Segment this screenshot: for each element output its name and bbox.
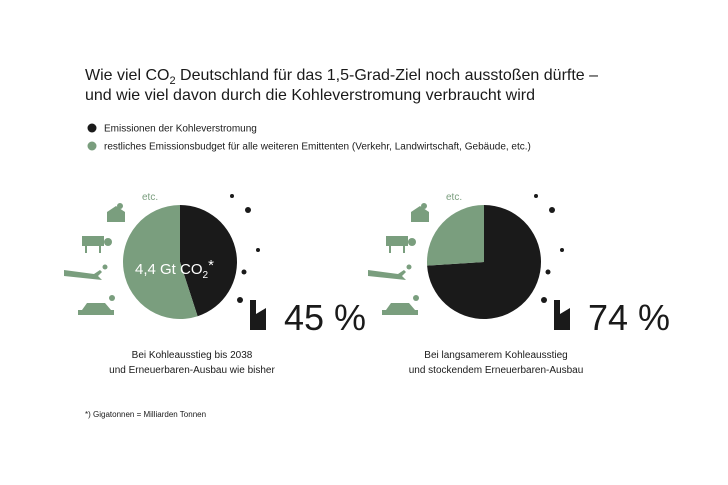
center-label-sub: 2 (203, 270, 209, 281)
icon-house (411, 206, 429, 222)
legend-dot (87, 123, 97, 133)
footnote: *) Gigatonnen = Milliarden Tonnen (85, 410, 206, 419)
pie-slice (427, 205, 542, 319)
decor-dot (109, 295, 115, 301)
title: Wie viel CO2 Deutschland für das 1,5-Gra… (85, 67, 598, 87)
center-label-text: 4,4 Gt CO (135, 261, 203, 278)
legend-dot (87, 141, 97, 151)
decor-dot (560, 248, 564, 252)
icon-plant (250, 300, 266, 330)
title-line2: und wie viel davon durch die Kohleverstr… (85, 87, 535, 104)
decor-dot (104, 238, 112, 246)
decor-dot (256, 248, 260, 252)
decor-dot (406, 264, 412, 270)
decor-dot (245, 207, 251, 213)
center-label-star: * (208, 257, 214, 274)
pie-slice (427, 205, 484, 266)
legend: Emissionen der Kohleverstromung restliche… (87, 123, 531, 153)
icon-note: etc. (446, 192, 462, 203)
icon-plant (554, 300, 570, 330)
decor-dot (102, 264, 108, 270)
pie-chart: 74 % etc. Bei langsamerem Kohleausstieg und… (368, 192, 670, 376)
decor-dot (241, 269, 247, 275)
icon-cow (82, 236, 104, 253)
caption: und stockendem Erneuerbaren-Ausbau (409, 365, 584, 376)
center-label: 4,4 Gt CO2* (135, 257, 214, 281)
decor-dot (117, 203, 123, 209)
icon-plane (368, 270, 406, 280)
caption: Bei Kohleausstieg bis 2038 (132, 350, 253, 361)
decor-dot (413, 295, 419, 301)
decor-dot (545, 269, 551, 275)
decor-dot (230, 194, 234, 198)
percent-label: 74 % (588, 297, 670, 338)
icon-car (78, 303, 114, 315)
decor-dot (237, 297, 243, 303)
decor-dot (534, 194, 538, 198)
icon-cow (386, 236, 408, 253)
legend-label: restliches Emissionsbudget für alle weit… (104, 142, 531, 153)
icon-note: etc. (142, 192, 158, 203)
pie-slice (180, 205, 237, 317)
caption: und Erneuerbaren-Ausbau wie bisher (109, 365, 275, 376)
caption: Bei langsamerem Kohleausstieg (424, 350, 567, 361)
icon-house (107, 206, 125, 222)
pie-chart: 45 % etc. 4,4 Gt CO2* Bei Kohleausstieg bis… (64, 192, 366, 376)
decor-dot (421, 203, 427, 209)
legend-label: Emissionen der Kohleverstromung (104, 124, 257, 135)
decor-dot (549, 207, 555, 213)
percent-label: 45 % (284, 297, 366, 338)
icon-plane (64, 270, 102, 280)
pie-slice (123, 205, 198, 320)
decor-dot (541, 297, 547, 303)
charts: 45 % etc. 4,4 Gt CO2* Bei Kohleausstieg bis… (64, 192, 670, 376)
icon-car (382, 303, 418, 315)
decor-dot (408, 238, 416, 246)
